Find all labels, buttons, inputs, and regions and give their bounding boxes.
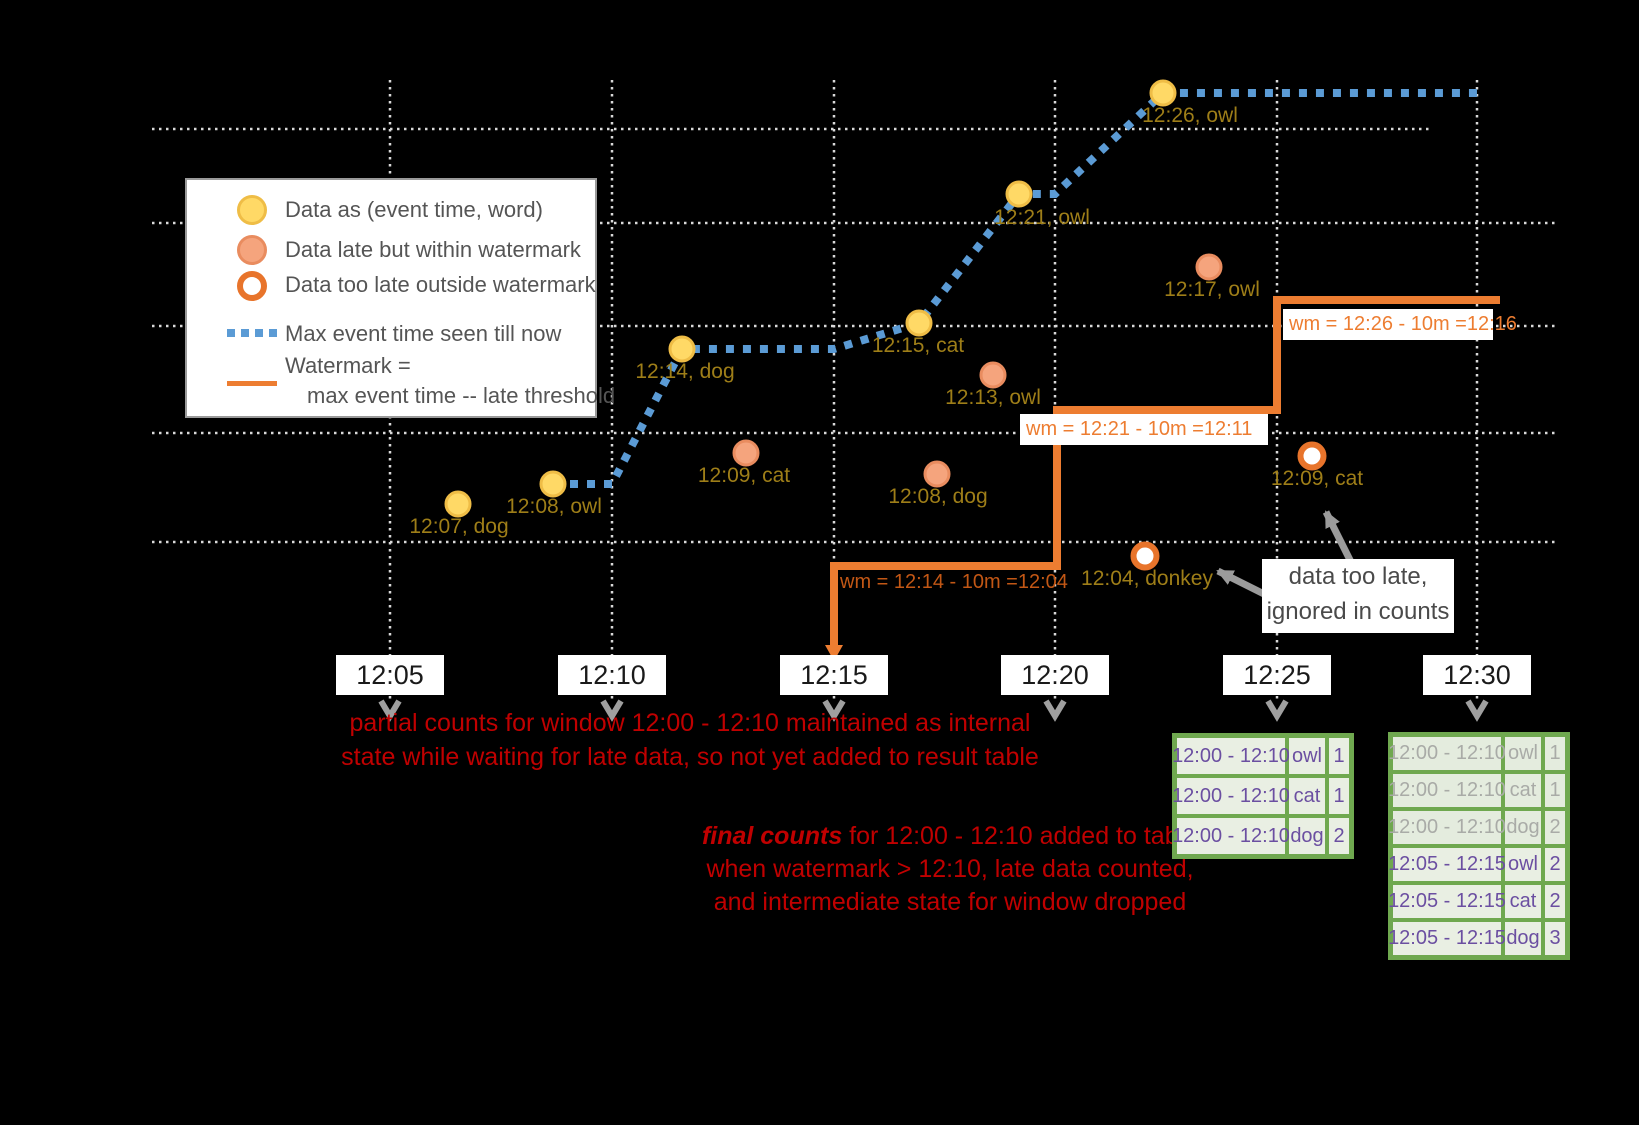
pointer-arrow-icon bbox=[1216, 567, 1266, 598]
table-cell-count: 1 bbox=[1545, 737, 1565, 770]
table-cell-count: 1 bbox=[1329, 778, 1349, 814]
table-cell-word: owl bbox=[1505, 848, 1541, 881]
data-point-toolate bbox=[1130, 541, 1160, 571]
annotation-line: when watermark > 12:10, late data counte… bbox=[706, 855, 1194, 883]
axis-arrow-icons bbox=[378, 699, 1489, 722]
table-cell-window: 12:00 - 12:10 bbox=[1172, 818, 1290, 854]
pointer-arrow-icon bbox=[1322, 510, 1355, 564]
data-point-ontime bbox=[668, 335, 696, 363]
axis-tick: 12:25 bbox=[1223, 655, 1331, 695]
result-table-1230: 12:00 - 12:10 owl 1 12:00 - 12:10 cat 1 … bbox=[1388, 732, 1570, 960]
data-point-label: 12:09, cat bbox=[697, 464, 791, 487]
too-late-note-line: ignored in counts bbox=[1266, 598, 1450, 625]
final-counts-annotation: final counts for 12:00 - 12:10 added to … bbox=[645, 820, 1255, 919]
annotation-line: state while waiting for late data, so no… bbox=[341, 743, 1039, 771]
axis-tick: 12:30 bbox=[1423, 655, 1531, 695]
watermark-value-label: wm = 12:14 - 10m =12:04 bbox=[840, 571, 1068, 593]
data-point-label: 12:15, cat bbox=[871, 334, 965, 357]
table-cell-word: dog bbox=[1505, 811, 1541, 844]
table-cell-count: 1 bbox=[1545, 774, 1565, 807]
data-point-label: 12:17, owl bbox=[1164, 278, 1260, 301]
legend-item-label: Data as (event time, word) bbox=[285, 197, 543, 222]
table-cell-word: dog bbox=[1505, 922, 1541, 955]
too-late-note: data too late, ignored in counts bbox=[1262, 559, 1454, 633]
table-cell-word: cat bbox=[1505, 885, 1541, 918]
data-point-label: 12:26, owl bbox=[1142, 104, 1238, 127]
watermark-value-label: wm = 12:26 - 10m =12:16 bbox=[1283, 309, 1517, 340]
data-point-late bbox=[732, 439, 760, 467]
data-point-label: 12:08, dog bbox=[888, 485, 988, 508]
data-point-late bbox=[979, 361, 1007, 389]
axis-arrow-icon bbox=[822, 699, 846, 722]
data-point-label: 12:08, owl bbox=[506, 495, 602, 518]
table-cell-window: 12:00 - 12:10 bbox=[1388, 811, 1506, 844]
data-point-label: 12:13, owl bbox=[945, 386, 1041, 409]
data-point-late bbox=[1195, 253, 1223, 281]
result-table-1225: 12:00 - 12:10 owl 1 12:00 - 12:10 cat 1 … bbox=[1172, 733, 1354, 859]
axis-arrow-icon bbox=[1265, 699, 1289, 722]
data-point-toolate bbox=[1297, 441, 1327, 471]
axis-tick: 12:20 bbox=[1001, 655, 1109, 695]
table-cell-word: cat bbox=[1289, 778, 1325, 814]
axis-tick: 12:05 bbox=[336, 655, 444, 695]
axis-arrow-icon bbox=[1043, 699, 1067, 722]
table-cell-count: 2 bbox=[1545, 885, 1565, 918]
table-cell-window: 12:00 - 12:10 bbox=[1172, 738, 1290, 774]
table-cell-count: 2 bbox=[1545, 811, 1565, 844]
data-point-ontime bbox=[1149, 79, 1177, 107]
table-cell-count: 3 bbox=[1545, 922, 1565, 955]
table-cell-window: 12:05 - 12:15 bbox=[1388, 885, 1506, 918]
annotation-line: partial counts for window 12:00 - 12:10 … bbox=[349, 709, 1031, 737]
data-point-ontime bbox=[444, 490, 472, 518]
toolate-point-legend-icon bbox=[237, 271, 267, 301]
axis-tick: 12:10 bbox=[558, 655, 666, 695]
data-point-ontime bbox=[1005, 180, 1033, 208]
table-cell-word: dog bbox=[1289, 818, 1325, 854]
watermark-legend-icon bbox=[227, 381, 277, 386]
data-point-ontime bbox=[905, 309, 933, 337]
table-cell-word: owl bbox=[1505, 737, 1541, 770]
data-point-ontime bbox=[539, 470, 567, 498]
late-point-legend-icon bbox=[237, 235, 267, 265]
legend-item-label: Data late but within watermark bbox=[285, 237, 581, 262]
legend-item-label: Data too late outside watermark bbox=[285, 272, 596, 297]
ontime-point-legend-icon bbox=[237, 195, 267, 225]
legend: Data as (event time, word) Data late but… bbox=[185, 178, 615, 418]
legend-item-label: Watermark = bbox=[285, 353, 411, 378]
too-late-note-line: data too late, bbox=[1288, 563, 1428, 590]
max-event-time-line bbox=[553, 89, 1481, 488]
table-cell-word: owl bbox=[1289, 738, 1325, 774]
annotation-line-rest: for 12:00 - 12:10 added to table bbox=[842, 822, 1199, 850]
legend-item-label: max event time -- late threshold bbox=[307, 383, 616, 408]
data-point-late bbox=[923, 460, 951, 488]
watermark-line bbox=[830, 296, 1500, 648]
table-cell-count: 2 bbox=[1329, 818, 1349, 854]
data-point-label: 12:07, dog bbox=[409, 515, 509, 538]
partial-counts-annotation: partial counts for window 12:00 - 12:10 … bbox=[270, 706, 1110, 774]
table-cell-window: 12:00 - 12:10 bbox=[1388, 774, 1506, 807]
data-point-label: 12:04, donkey bbox=[1081, 567, 1213, 590]
annotation-line: final counts for 12:00 - 12:10 added to … bbox=[645, 820, 1255, 853]
table-cell-window: 12:00 - 12:10 bbox=[1172, 778, 1290, 814]
max-event-time-legend-icon bbox=[227, 329, 281, 337]
table-cell-window: 12:05 - 12:15 bbox=[1388, 848, 1506, 881]
data-point-label: 12:14, dog bbox=[635, 360, 735, 383]
table-cell-window: 12:00 - 12:10 bbox=[1388, 737, 1506, 770]
watermark-arrow-icon bbox=[825, 645, 843, 661]
annotation-emphasis: final counts bbox=[701, 822, 843, 850]
axis-tick: 12:15 bbox=[780, 655, 888, 695]
data-point-label: 12:21, owl bbox=[994, 206, 1090, 229]
axis-arrow-icon bbox=[1465, 699, 1489, 722]
table-cell-count: 1 bbox=[1329, 738, 1349, 774]
axis-arrow-icon bbox=[378, 699, 402, 722]
table-cell-window: 12:05 - 12:15 bbox=[1388, 922, 1506, 955]
legend-item-label: Max event time seen till now bbox=[285, 321, 562, 346]
annotation-line: and intermediate state for window droppe… bbox=[713, 888, 1187, 916]
data-point-label: 12:09, cat bbox=[1270, 467, 1364, 490]
table-cell-count: 2 bbox=[1545, 848, 1565, 881]
axis-arrow-icon bbox=[600, 699, 624, 722]
table-cell-word: cat bbox=[1505, 774, 1541, 807]
watermark-value-label: wm = 12:21 - 10m =12:11 bbox=[1020, 414, 1268, 445]
